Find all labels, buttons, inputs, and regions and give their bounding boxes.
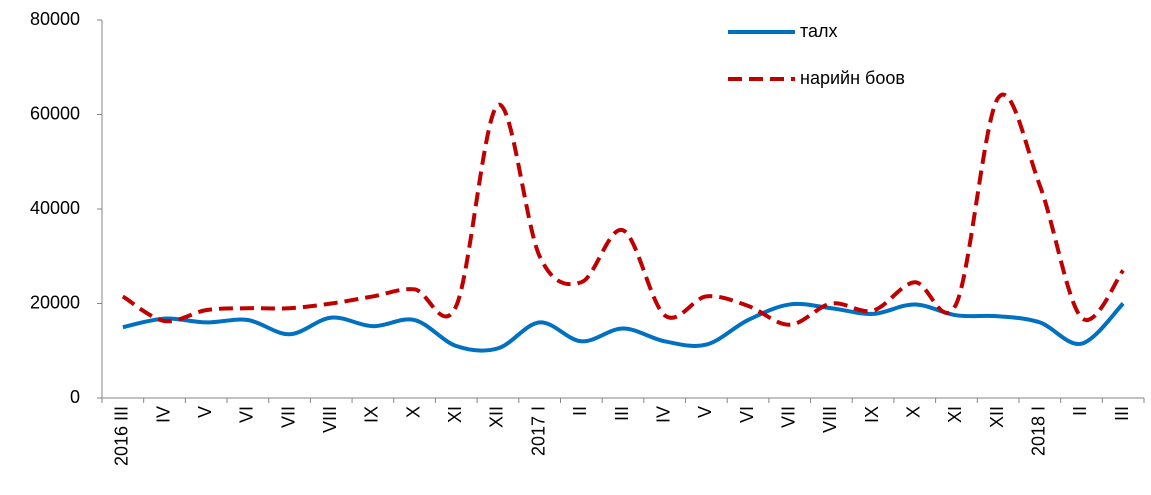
x-tick-label: VIII [820,406,840,433]
x-tick-label: V [695,406,715,418]
x-tick-label: II [1070,406,1090,416]
x-tick-label: XII [987,406,1007,428]
x-tick-label: IX [362,406,382,423]
y-tick-label: 40000 [30,198,80,218]
x-tick-label: 2016 III [112,406,132,466]
x-tick-label: VI [237,406,257,423]
y-tick-label: 60000 [30,103,80,123]
x-tick-label: VI [737,406,757,423]
y-tick-label: 0 [70,387,80,407]
legend-label: талх [800,21,838,41]
x-tick-label: XII [487,406,507,428]
x-tick-label: VIII [320,406,340,433]
x-tick-label: III [612,406,632,421]
x-tick-label: VII [778,406,798,428]
x-tick-label: VII [278,406,298,428]
x-tick-label: XI [945,406,965,423]
x-tick-label: II [570,406,590,416]
y-tick-label: 20000 [30,292,80,312]
x-tick-label: X [904,406,924,418]
x-tick-label: III [1112,406,1132,421]
x-tick-label: X [403,406,423,418]
x-tick-label: IV [153,406,173,423]
x-tick-label: 2017 I [528,406,548,456]
x-tick-label: XI [445,406,465,423]
legend-label: нарийн боов [800,68,905,88]
x-tick-label: 2018 I [1029,406,1049,456]
y-tick-label: 80000 [30,9,80,29]
x-tick-label: V [195,406,215,418]
x-tick-label: IX [862,406,882,423]
x-tick-label: IV [653,406,673,423]
line-series [121,92,1125,327]
line-series [122,301,1125,353]
